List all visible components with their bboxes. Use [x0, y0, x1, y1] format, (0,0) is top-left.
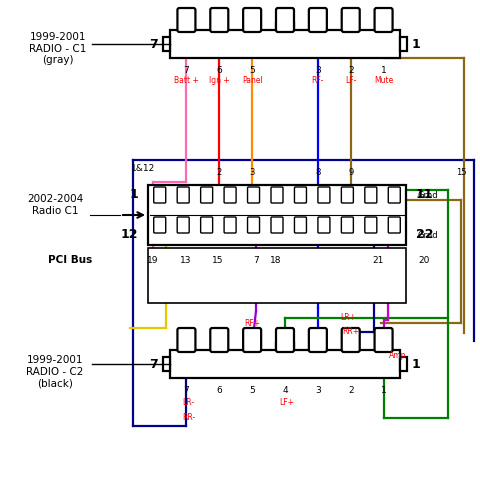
FancyBboxPatch shape — [364, 217, 376, 233]
FancyBboxPatch shape — [308, 8, 326, 32]
FancyBboxPatch shape — [247, 187, 259, 203]
FancyBboxPatch shape — [294, 187, 306, 203]
Text: 1: 1 — [411, 358, 420, 371]
FancyBboxPatch shape — [341, 8, 359, 32]
Text: PCI Bus: PCI Bus — [48, 255, 92, 265]
Text: RF+: RF+ — [243, 319, 260, 328]
Text: 6: 6 — [216, 66, 222, 75]
FancyBboxPatch shape — [270, 217, 282, 233]
Text: LR+: LR+ — [340, 313, 356, 322]
FancyBboxPatch shape — [154, 187, 166, 203]
FancyBboxPatch shape — [364, 187, 376, 203]
Bar — [399, 37, 406, 51]
Text: 3: 3 — [314, 66, 320, 75]
FancyBboxPatch shape — [317, 217, 329, 233]
FancyBboxPatch shape — [210, 8, 228, 32]
Text: 7: 7 — [252, 256, 258, 265]
FancyBboxPatch shape — [387, 217, 399, 233]
FancyBboxPatch shape — [224, 217, 236, 233]
Text: 1: 1 — [380, 386, 385, 395]
Bar — [169, 30, 399, 58]
Text: 7: 7 — [183, 386, 189, 395]
Text: RF-: RF- — [311, 76, 324, 85]
Bar — [169, 350, 399, 378]
FancyBboxPatch shape — [200, 217, 212, 233]
Text: 2: 2 — [347, 66, 353, 75]
Text: Batt +: Batt + — [174, 76, 198, 85]
FancyBboxPatch shape — [341, 328, 359, 352]
FancyBboxPatch shape — [387, 187, 399, 203]
FancyBboxPatch shape — [276, 8, 293, 32]
Text: 18: 18 — [270, 256, 281, 265]
Text: 2002-2004
Radio C1: 2002-2004 Radio C1 — [27, 194, 83, 216]
Text: 4: 4 — [282, 386, 287, 395]
Text: Mute: Mute — [373, 76, 392, 85]
Text: LF+: LF+ — [279, 398, 294, 407]
Text: 12: 12 — [120, 228, 138, 241]
FancyBboxPatch shape — [294, 217, 306, 233]
FancyBboxPatch shape — [177, 217, 189, 233]
Text: RR-: RR- — [181, 413, 195, 422]
FancyBboxPatch shape — [270, 187, 282, 203]
FancyBboxPatch shape — [177, 328, 195, 352]
Text: LF-: LF- — [344, 76, 356, 85]
Text: Amp: Amp — [388, 350, 405, 360]
Text: 1: 1 — [380, 66, 385, 75]
Bar — [276, 343, 293, 350]
Text: Panel: Panel — [241, 76, 262, 85]
FancyBboxPatch shape — [154, 217, 166, 233]
Text: 1: 1 — [411, 37, 420, 50]
Text: 1: 1 — [129, 189, 138, 202]
Text: 19: 19 — [147, 256, 158, 265]
Bar — [163, 37, 169, 51]
Text: 13: 13 — [180, 256, 192, 265]
FancyBboxPatch shape — [210, 328, 228, 352]
FancyBboxPatch shape — [242, 328, 261, 352]
Text: 21: 21 — [372, 256, 383, 265]
Bar — [276, 23, 293, 30]
FancyBboxPatch shape — [341, 217, 353, 233]
Text: LR-: LR- — [182, 398, 194, 407]
Text: 2: 2 — [347, 386, 353, 395]
FancyBboxPatch shape — [224, 187, 236, 203]
FancyBboxPatch shape — [317, 187, 329, 203]
Text: 6: 6 — [216, 386, 222, 395]
Bar — [148, 248, 405, 303]
Text: 1999-2001
RADIO - C2
(black): 1999-2001 RADIO - C2 (black) — [26, 355, 84, 388]
Text: 11: 11 — [415, 189, 432, 202]
Bar — [148, 185, 405, 245]
FancyBboxPatch shape — [374, 8, 392, 32]
Text: 15: 15 — [455, 168, 465, 177]
Text: 7: 7 — [149, 358, 157, 371]
Text: 5: 5 — [249, 386, 254, 395]
FancyBboxPatch shape — [177, 187, 189, 203]
Bar — [399, 357, 406, 371]
Text: 9: 9 — [348, 168, 353, 177]
Text: 5: 5 — [249, 66, 254, 75]
Text: 7: 7 — [149, 37, 157, 50]
FancyBboxPatch shape — [276, 328, 293, 352]
Text: 2: 2 — [216, 168, 221, 177]
Text: RR+: RR+ — [341, 327, 359, 336]
Text: 1999-2001
RADIO - C1
(gray): 1999-2001 RADIO - C1 (gray) — [29, 32, 86, 65]
Text: Grnd: Grnd — [417, 230, 438, 240]
FancyBboxPatch shape — [242, 8, 261, 32]
FancyBboxPatch shape — [341, 187, 353, 203]
FancyBboxPatch shape — [177, 8, 195, 32]
Text: 8: 8 — [314, 168, 320, 177]
FancyBboxPatch shape — [308, 328, 326, 352]
Text: Ign +: Ign + — [208, 76, 229, 85]
Text: 15: 15 — [212, 256, 223, 265]
FancyBboxPatch shape — [200, 187, 212, 203]
Text: 20: 20 — [418, 256, 429, 265]
Text: 3: 3 — [249, 168, 254, 177]
FancyBboxPatch shape — [247, 217, 259, 233]
Text: Grnd: Grnd — [417, 191, 438, 200]
Text: 3: 3 — [314, 386, 320, 395]
Text: 22: 22 — [415, 228, 432, 241]
Bar — [163, 357, 169, 371]
Text: 1&12: 1&12 — [131, 164, 155, 173]
FancyBboxPatch shape — [374, 328, 392, 352]
Text: 7: 7 — [183, 66, 189, 75]
